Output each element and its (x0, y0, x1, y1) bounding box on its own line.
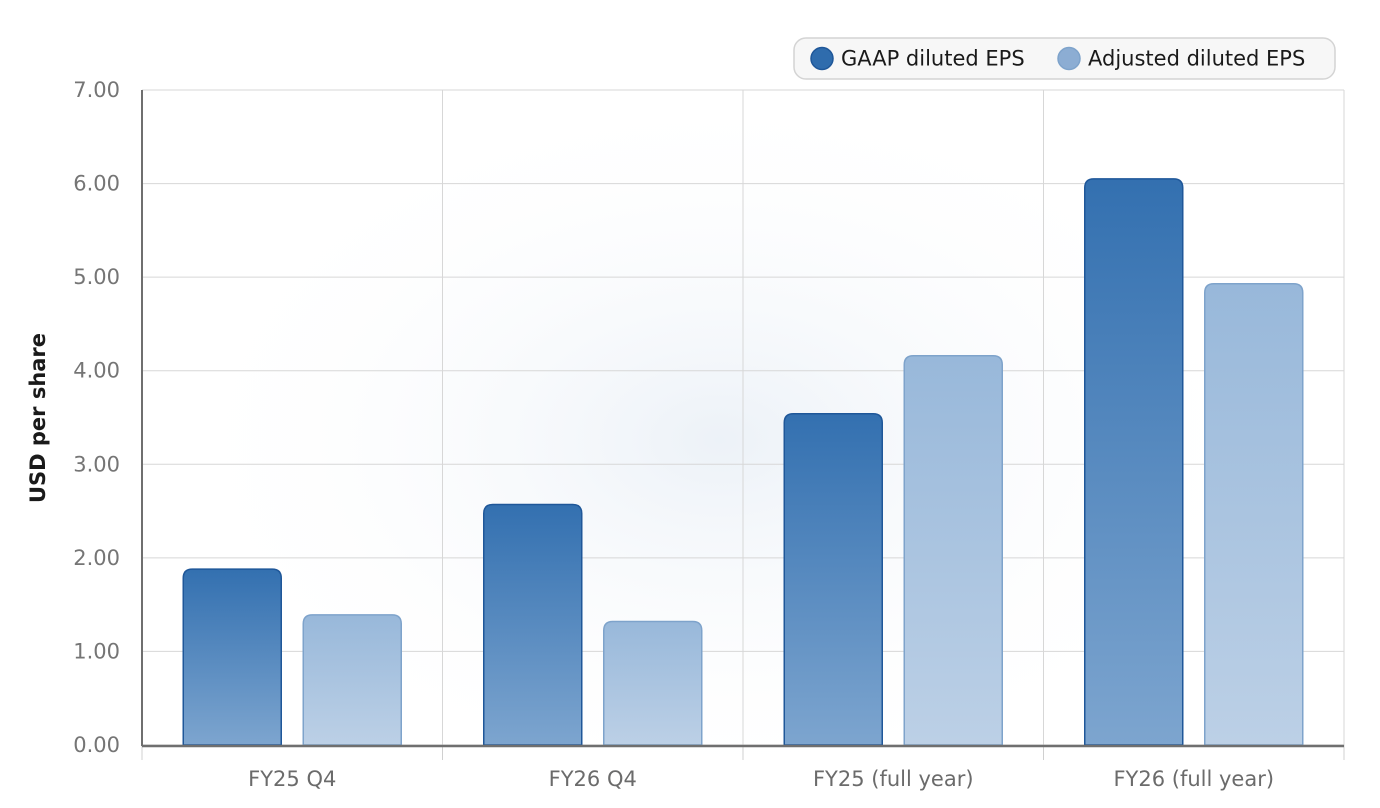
bar-gaap-0 (182, 568, 282, 746)
y-axis-title: USD per share (26, 333, 50, 503)
labels: 0.00 1.00 2.00 3.00 4.00 5.00 6.00 7.00 FY25 Q4 F… (26, 78, 1274, 791)
y-tick-label: 2.00 (73, 546, 120, 570)
bar-adjusted-1 (603, 620, 703, 746)
bar-adjusted-3 (1204, 282, 1304, 746)
x-category-label: FY25 (full year) (813, 767, 974, 791)
legend-label-adjusted: Adjusted diluted EPS (1088, 47, 1305, 71)
y-tick-label: 7.00 (73, 78, 120, 102)
legend: GAAP diluted EPS Adjusted diluted EPS (793, 37, 1336, 80)
y-tick-label: 0.00 (73, 733, 120, 757)
bar-adjusted-0 (302, 614, 402, 746)
y-tick-label: 1.00 (73, 639, 120, 663)
y-tick-label: 5.00 (73, 265, 120, 289)
x-category-label: FY25 Q4 (248, 767, 336, 791)
bar-adjusted-2 (903, 354, 1003, 746)
bar-gaap-2 (783, 413, 883, 746)
legend-label-gaap: GAAP diluted EPS (841, 47, 1025, 71)
bar-gaap-1 (483, 503, 583, 746)
legend-swatch-gaap (810, 46, 834, 71)
x-category-label: FY26 Q4 (549, 767, 637, 791)
axes (141, 90, 1345, 760)
y-tick-label: 3.00 (73, 452, 120, 476)
x-category-label: FY26 (full year) (1113, 767, 1274, 791)
y-tick-label: 4.00 (73, 359, 120, 383)
bar-gaap-3 (1084, 178, 1184, 746)
bars (182, 178, 1304, 746)
y-tick-label: 6.00 (73, 172, 120, 196)
legend-swatch-adjusted (1057, 46, 1081, 71)
